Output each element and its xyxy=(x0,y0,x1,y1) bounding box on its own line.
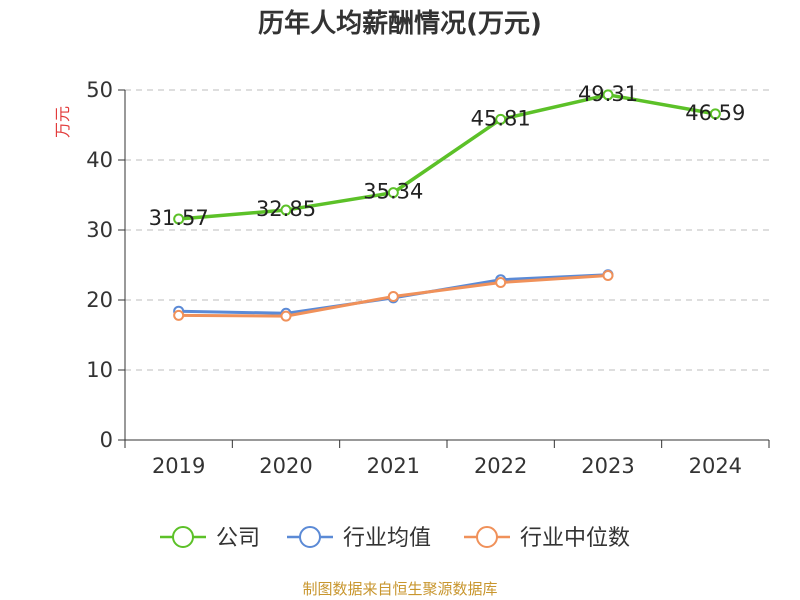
y-axis-name: 万元 xyxy=(53,106,72,138)
series-layer xyxy=(173,89,721,322)
data-point[interactable] xyxy=(280,204,292,216)
data-label: 49.31 xyxy=(578,82,638,106)
data-point[interactable] xyxy=(173,213,185,225)
data-point[interactable] xyxy=(709,108,721,120)
data-label: 31.57 xyxy=(149,206,209,230)
data-point[interactable] xyxy=(602,270,614,281)
legend-item[interactable]: 行业中位数 xyxy=(464,526,630,551)
y-tick-label: 40 xyxy=(86,148,113,172)
legend-marker xyxy=(299,526,321,548)
x-tick-label: 2023 xyxy=(581,454,634,478)
axes: 0 10 20 30 40 50 2019 2020 2021 2022 2023 2024 xyxy=(86,78,770,478)
data-labels: 31.57 32.85 35.34 45.81 49.31 46.59 xyxy=(149,82,746,230)
data-label: 46.59 xyxy=(685,101,745,125)
legend[interactable]: 公司 行业均值 行业中位数 xyxy=(160,526,630,551)
x-tick-label: 2020 xyxy=(259,454,312,478)
y-tick-label: 20 xyxy=(86,288,113,312)
legend-label: 公司 xyxy=(216,526,260,551)
x-tick-label: 2021 xyxy=(367,454,420,478)
y-tick-label: 50 xyxy=(86,78,113,102)
data-point[interactable] xyxy=(387,187,399,199)
x-tick-label: 2024 xyxy=(689,454,742,478)
series-line xyxy=(176,93,718,221)
chart-title: 历年人均薪酬情况(万元) xyxy=(258,8,542,39)
data-label: 35.34 xyxy=(363,180,423,204)
data-label: 32.85 xyxy=(256,197,316,221)
source-note: 制图数据来自恒生聚源数据库 xyxy=(302,580,497,598)
data-label: 45.81 xyxy=(471,106,531,130)
data-point[interactable] xyxy=(173,309,185,321)
data-point[interactable] xyxy=(387,291,399,302)
grid-lines xyxy=(125,89,769,371)
legend-marker xyxy=(476,526,498,548)
data-point[interactable] xyxy=(495,113,507,125)
x-tick-label: 2022 xyxy=(474,454,527,478)
legend-marker xyxy=(172,526,194,548)
legend-label: 行业中位数 xyxy=(520,526,630,551)
data-point[interactable] xyxy=(495,277,507,288)
legend-item[interactable]: 公司 xyxy=(160,526,260,551)
x-tick-label: 2019 xyxy=(152,454,205,478)
y-tick-label: 30 xyxy=(86,218,113,242)
legend-label: 行业均值 xyxy=(343,526,431,551)
y-tick-label: 0 xyxy=(100,428,113,452)
data-point[interactable] xyxy=(602,89,614,101)
data-point[interactable] xyxy=(280,310,292,322)
legend-item[interactable]: 行业均值 xyxy=(287,526,431,551)
y-tick-label: 10 xyxy=(86,358,113,382)
